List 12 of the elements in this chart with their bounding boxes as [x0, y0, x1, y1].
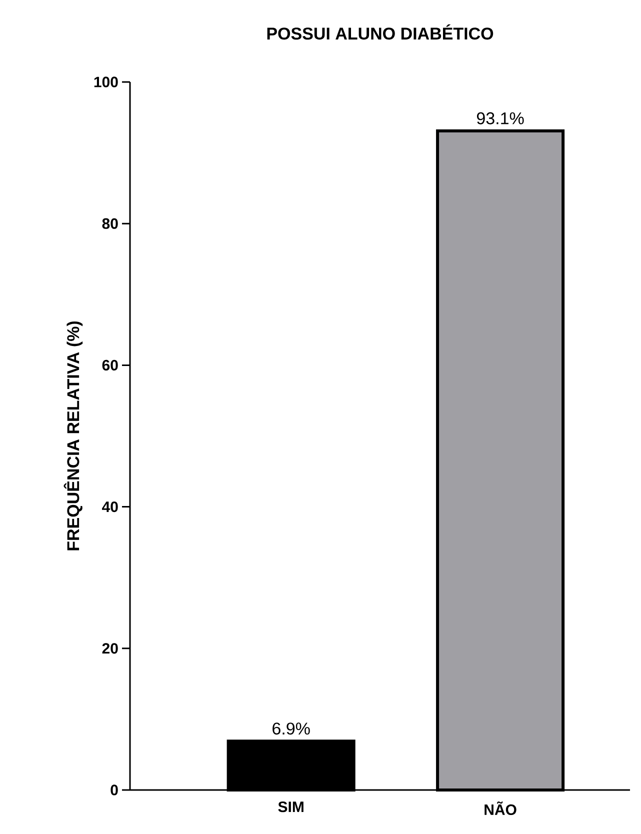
y-tick-label: 60 [102, 360, 118, 370]
y-tick-label: 100 [94, 76, 118, 88]
data-label: 93.1% [476, 112, 524, 124]
y-tick-label: 80 [102, 218, 118, 229]
y-axis-title: FREQUÊNCIA RELATIVA (%) [64, 321, 83, 550]
y-tick-label: 20 [102, 643, 118, 654]
y-tick-label: 40 [102, 501, 118, 512]
x-tick-label: NÃO [484, 802, 516, 816]
data-label: 6.9% [272, 722, 310, 735]
y-tick-label: 0 [110, 784, 118, 796]
x-tick-label: SIM [278, 802, 304, 812]
chart-title: POSSUI ALUNO DIABÉTICO [267, 24, 494, 40]
